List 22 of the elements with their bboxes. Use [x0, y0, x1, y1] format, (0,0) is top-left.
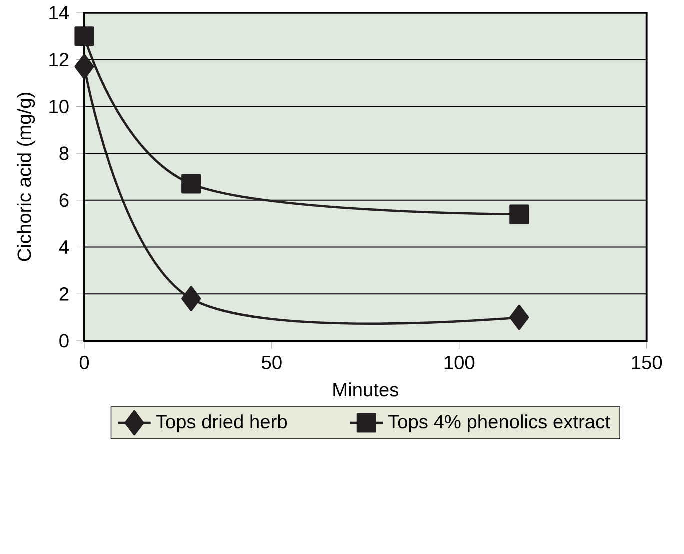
y-tick-label: 2 — [60, 288, 69, 302]
x-tick-label: 50 — [262, 356, 282, 370]
y-tick-label: 6 — [60, 194, 69, 208]
point — [510, 305, 530, 330]
point — [182, 286, 202, 312]
point — [74, 54, 94, 80]
y-tick-label: 8 — [60, 147, 69, 161]
y-axis-title: Cichoric acid (mg/g) — [17, 93, 36, 262]
y-tick-label: 12 — [50, 53, 69, 67]
y-tick-label: 14 — [50, 6, 69, 20]
x-tick-label: 100 — [444, 356, 475, 370]
x-axis-title: Minutes — [334, 382, 399, 397]
legend-label: Tops dried herb — [156, 414, 288, 433]
y-tick-label: 0 — [60, 334, 69, 348]
x-tick-label: 150 — [632, 356, 662, 370]
x-tick-label: 0 — [80, 356, 90, 370]
y-tick-label: 10 — [50, 100, 69, 114]
point — [510, 204, 530, 224]
point — [74, 26, 94, 46]
legend-label: Tops 4% phenolics extract — [388, 414, 610, 433]
y-tick-label: 4 — [59, 240, 69, 254]
point — [182, 174, 202, 194]
